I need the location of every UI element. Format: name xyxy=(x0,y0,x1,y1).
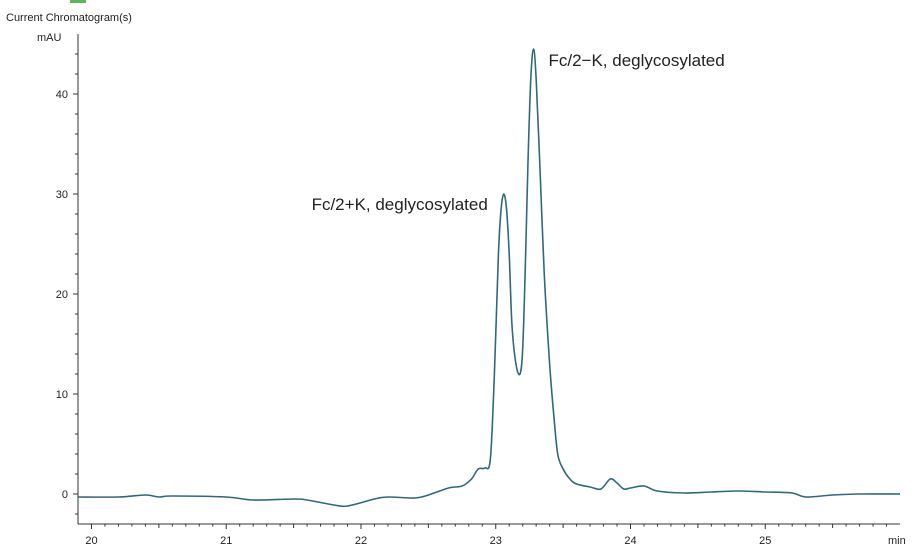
x-tick-label: 20 xyxy=(85,535,97,547)
peak-label-fc2-minus-k: Fc/2−K, deglycosylated xyxy=(548,51,724,70)
y-axis-unit-label: mAU xyxy=(37,32,62,44)
y-tick-label: 10 xyxy=(56,389,68,401)
y-tick-label: 40 xyxy=(56,89,68,101)
x-tick-label: 22 xyxy=(355,535,367,547)
series-line-0 xyxy=(77,48,901,508)
x-tick-label: 23 xyxy=(490,535,502,547)
annotations: Fc/2−K, deglycosylated Fc/2+K, deglycosyl… xyxy=(312,51,725,214)
x-tick-label: 24 xyxy=(624,535,636,547)
x-tick-label: 21 xyxy=(220,535,232,547)
peak-label-fc2-plus-k: Fc/2+K, deglycosylated xyxy=(312,195,488,214)
plot-area xyxy=(77,48,901,508)
title-accent-bar xyxy=(70,0,86,3)
axes: 0 10 20 30 40 20 21 22 23 24 25 xyxy=(56,34,900,547)
chart-title: Current Chromatogram(s) xyxy=(6,12,132,24)
x-axis-unit-label: min xyxy=(888,535,906,547)
y-tick-label: 20 xyxy=(56,289,68,301)
y-tick-label: 0 xyxy=(62,489,68,501)
y-tick-label: 30 xyxy=(56,189,68,201)
x-tick-label: 25 xyxy=(759,535,771,547)
